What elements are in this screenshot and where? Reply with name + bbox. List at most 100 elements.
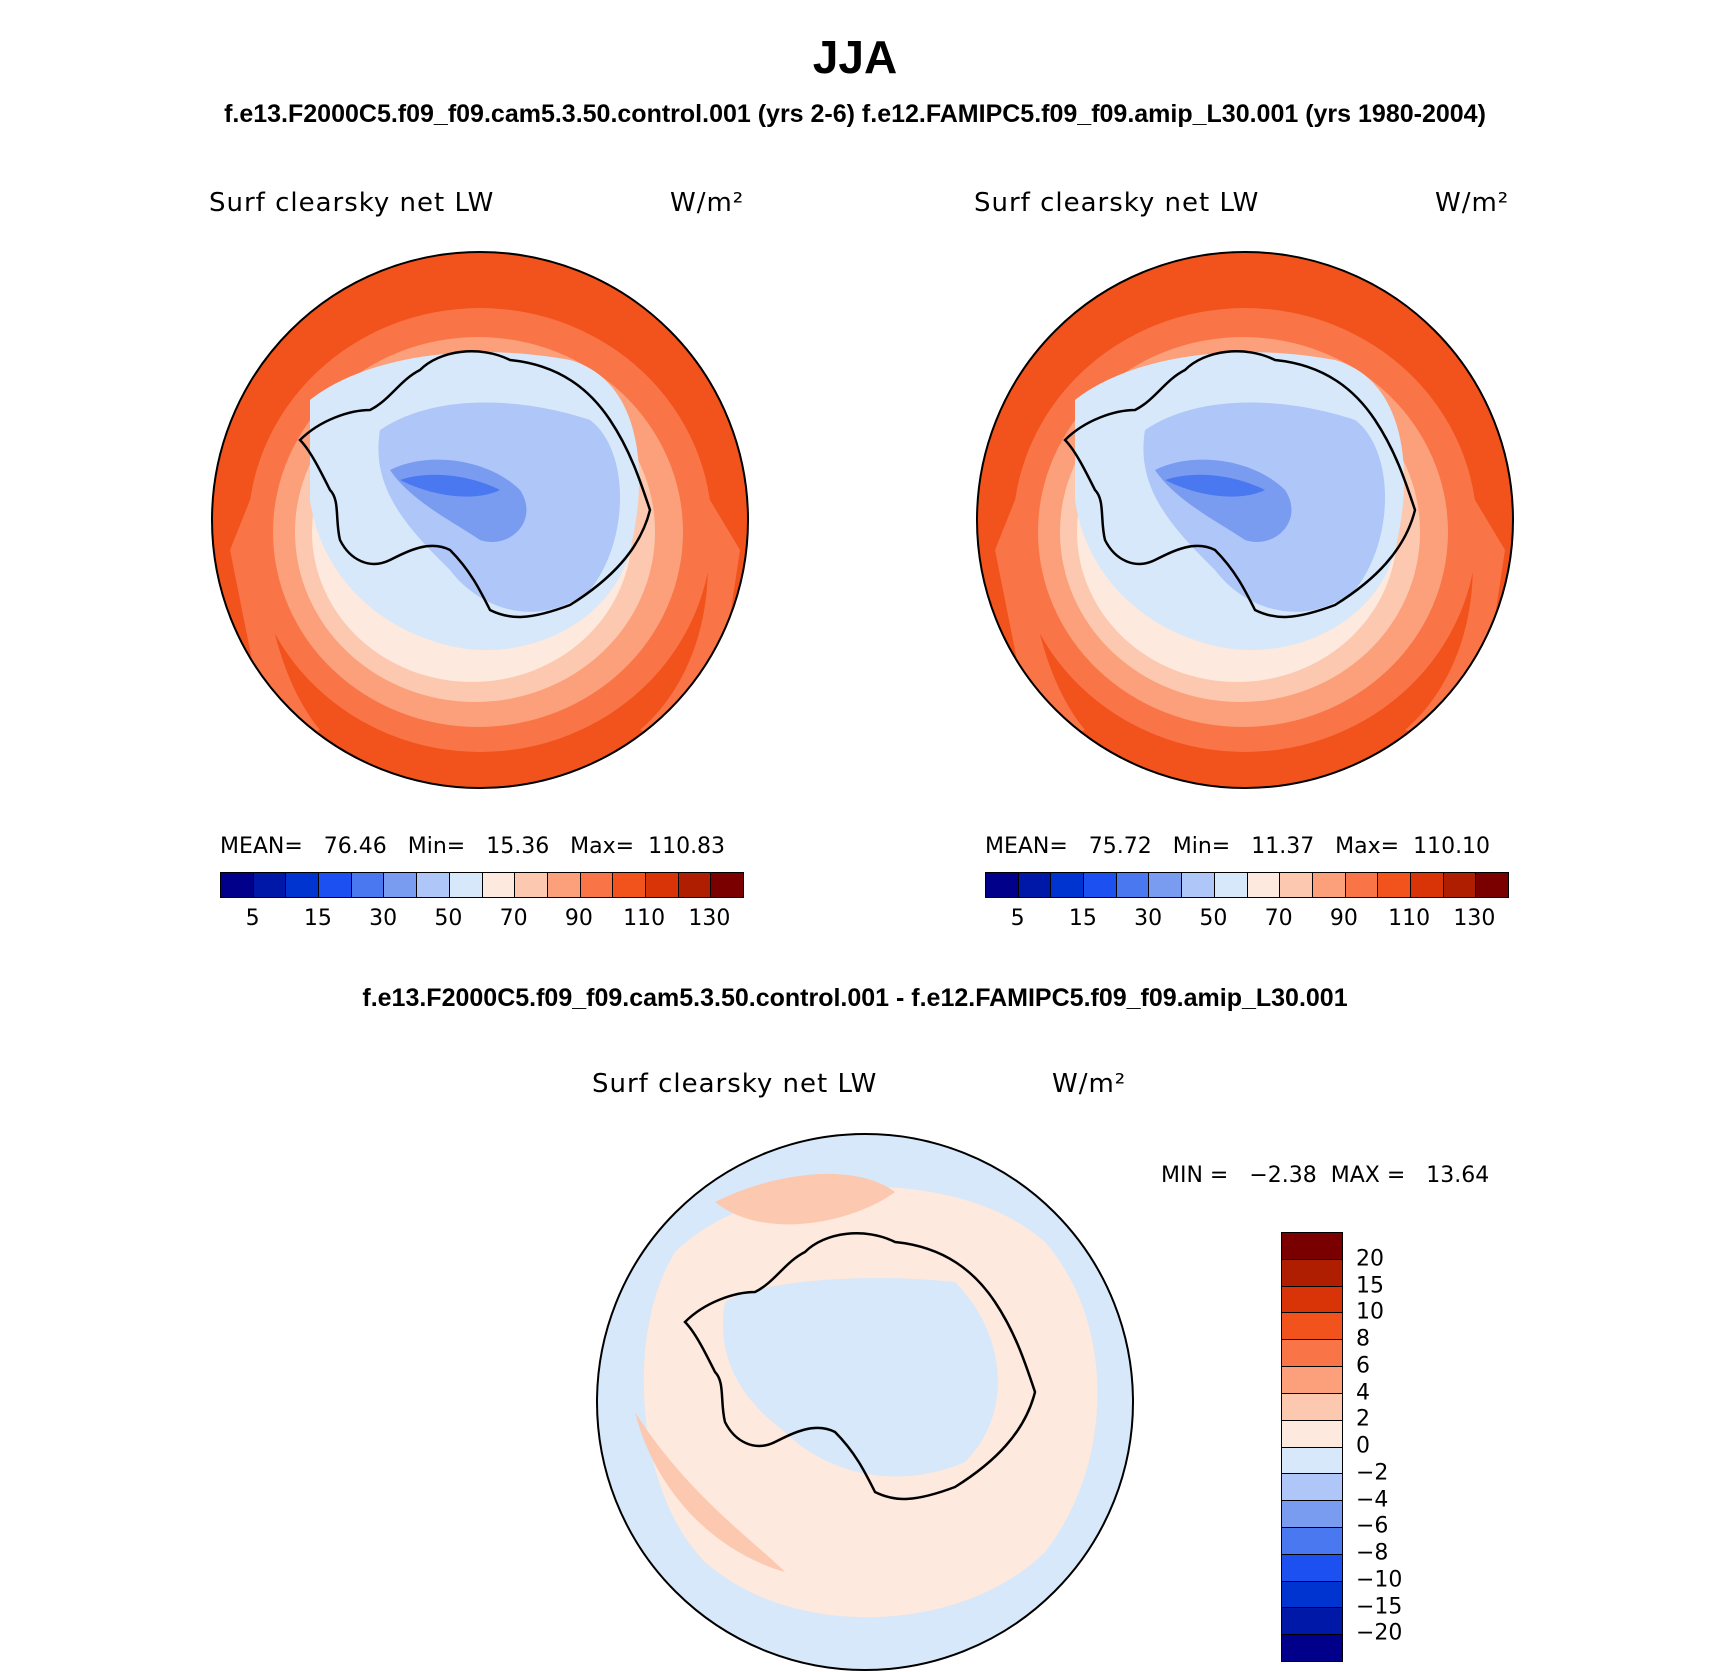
colorbar-swatch — [417, 873, 450, 897]
colorbar-swatch — [1312, 873, 1346, 897]
colorbar-tick-label: 30 — [1134, 906, 1163, 931]
colorbar-tick-label: 90 — [564, 906, 593, 931]
colorbar-tick-label: 5 — [1010, 906, 1025, 931]
colorbar-swatch — [1282, 1259, 1342, 1287]
colorbar-tick-label: 50 — [434, 906, 463, 931]
colorbar-tick-label: 6 — [1356, 1353, 1370, 1379]
colorbar-tick-label: 5 — [245, 906, 260, 931]
colorbar-tick-label: 20 — [1356, 1246, 1384, 1272]
colorbar-swatch — [1476, 873, 1508, 897]
colorbar-swatch — [1282, 1608, 1342, 1636]
colorbar-tick-label: −15 — [1356, 1594, 1403, 1619]
colorbar-tick-label: 2 — [1356, 1406, 1370, 1432]
colorbar-swatch — [1282, 1340, 1342, 1368]
panel1-variable-label: Surf clearsky net LW — [209, 188, 495, 218]
figure-subtitle: f.e13.F2000C5.f09_f09.cam5.3.50.control.… — [224, 100, 1486, 128]
colorbar-tick-label: −2 — [1356, 1460, 1389, 1486]
colorbar-swatch — [1282, 1393, 1342, 1421]
colorbar-tick-label: −4 — [1356, 1487, 1389, 1512]
colorbar-tick-label: 90 — [1329, 906, 1358, 931]
colorbar-tick-label: −6 — [1356, 1513, 1389, 1539]
colorbar-swatch — [613, 873, 646, 897]
colorbar-swatch — [1214, 873, 1248, 897]
colorbar-swatch — [1345, 873, 1379, 897]
colorbar-swatch — [1282, 1233, 1342, 1260]
colorbar-swatch — [449, 873, 483, 897]
colorbar-swatch — [986, 873, 1019, 897]
colorbar-swatch — [1282, 1367, 1342, 1394]
colorbar-swatch — [384, 873, 418, 897]
diff-units-label: W/m² — [1052, 1069, 1127, 1099]
colorbar-swatch — [1443, 873, 1477, 897]
colorbar-swatch — [1282, 1527, 1342, 1555]
colorbar-tick-label: 130 — [688, 906, 731, 931]
colorbar-swatch — [1282, 1501, 1342, 1528]
colorbar-tick-label: 0 — [1356, 1433, 1370, 1459]
colorbar-swatch — [1018, 873, 1052, 897]
colorbar-swatch — [1084, 873, 1117, 897]
colorbar-swatch — [1282, 1554, 1342, 1582]
colorbar-swatch — [1378, 873, 1411, 897]
panel1-colorbar-ticks: 5 15 30 50 70 90 110 130 — [220, 906, 742, 936]
colorbar-tick-label: 15 — [1068, 906, 1097, 931]
colorbar-swatch — [286, 873, 320, 897]
diff-variable-label: Surf clearsky net LW — [592, 1069, 878, 1099]
colorbar-swatch — [1410, 873, 1444, 897]
colorbar-swatch — [1282, 1581, 1342, 1609]
colorbar-swatch — [580, 873, 614, 897]
colorbar-tick-label: 50 — [1199, 906, 1228, 931]
panel2-polar-map — [976, 251, 1514, 789]
panel1-units-label: W/m² — [670, 188, 745, 218]
colorbar-swatch — [645, 873, 679, 897]
diff-title: f.e13.F2000C5.f09_f09.cam5.3.50.control.… — [362, 984, 1348, 1012]
panel2-colorbar-ticks: 5 15 30 50 70 90 110 130 — [985, 906, 1507, 936]
colorbar-swatch — [253, 873, 287, 897]
panel2-colorbar — [985, 872, 1509, 898]
colorbar-tick-label: −20 — [1356, 1620, 1403, 1646]
colorbar-swatch — [711, 873, 743, 897]
colorbar-tick-label: −10 — [1356, 1567, 1403, 1593]
colorbar-tick-label: 4 — [1356, 1380, 1370, 1405]
diff-stats: MIN = −2.38 MAX = 13.64 — [1161, 1163, 1490, 1188]
colorbar-swatch — [1282, 1313, 1342, 1341]
colorbar-swatch — [1282, 1474, 1342, 1502]
colorbar-swatch — [1282, 1286, 1342, 1314]
colorbar-swatch — [1149, 873, 1183, 897]
colorbar-swatch — [1282, 1420, 1342, 1448]
colorbar-swatch — [1282, 1447, 1342, 1475]
colorbar-tick-label: 110 — [623, 906, 666, 931]
colorbar-swatch — [482, 873, 516, 897]
colorbar-swatch — [221, 873, 254, 897]
colorbar-tick-label: 15 — [303, 906, 332, 931]
panel2-variable-label: Surf clearsky net LW — [974, 188, 1260, 218]
colorbar-tick-label: 130 — [1453, 906, 1496, 931]
colorbar-tick-label: 110 — [1388, 906, 1431, 931]
colorbar-swatch — [351, 873, 385, 897]
colorbar-tick-label: −8 — [1356, 1540, 1389, 1566]
diff-polar-map — [596, 1133, 1134, 1671]
colorbar-tick-label: 70 — [1264, 906, 1293, 931]
colorbar-swatch — [515, 873, 548, 897]
colorbar-tick-label: 70 — [499, 906, 528, 931]
panel2-stats: MEAN= 75.72 Min= 11.37 Max= 110.10 — [985, 834, 1491, 859]
colorbar-swatch — [1116, 873, 1150, 897]
colorbar-swatch — [1182, 873, 1215, 897]
colorbar-swatch — [547, 873, 581, 897]
panel2-coastline — [1063, 350, 1417, 619]
colorbar-swatch — [1282, 1635, 1342, 1661]
colorbar-swatch — [1247, 873, 1281, 897]
colorbar-swatch — [1280, 873, 1313, 897]
colorbar-swatch — [319, 873, 352, 897]
colorbar-swatch — [678, 873, 712, 897]
panel1-coastline — [298, 350, 652, 619]
colorbar-tick-label: 30 — [369, 906, 398, 931]
figure-title: JJA — [812, 31, 898, 83]
colorbar-tick-label: 8 — [1356, 1326, 1370, 1352]
diff-coastline — [683, 1232, 1037, 1501]
colorbar-swatch — [1051, 873, 1085, 897]
diff-colorbar — [1281, 1232, 1343, 1662]
colorbar-tick-label: 10 — [1356, 1299, 1384, 1325]
panel1-polar-map — [211, 251, 749, 789]
panel2-units-label: W/m² — [1435, 188, 1510, 218]
panel1-colorbar — [220, 872, 744, 898]
